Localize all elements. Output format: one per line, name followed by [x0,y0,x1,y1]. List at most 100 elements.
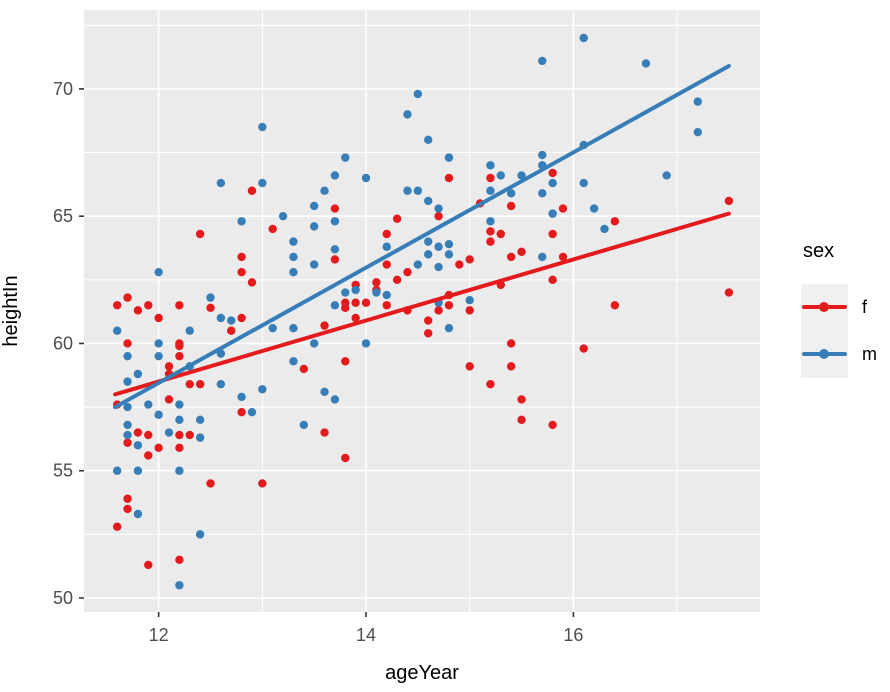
data-point-m [372,288,381,297]
data-point-m [434,242,443,251]
data-point-m [299,420,309,430]
data-point-m [123,430,132,440]
data-point-f [175,430,184,440]
data-point-f [548,168,557,178]
data-point-f [382,301,391,310]
data-point-m [600,224,609,234]
data-point-f [486,227,495,236]
data-point-m [486,186,495,195]
data-point-m [175,466,184,475]
data-point-f [517,415,526,425]
data-point-f [237,313,246,323]
data-point-f [558,204,568,213]
data-point-m [330,395,340,404]
data-point-f [144,301,153,310]
data-point-m [538,150,547,160]
data-point-f [434,306,443,315]
data-point-f [330,204,340,213]
data-point-m [330,301,340,310]
data-point-m [268,323,277,333]
legend-entry-m: m [801,331,877,378]
data-point-f [175,351,184,361]
data-point-f [465,306,474,315]
data-point-f [382,260,391,269]
data-point-f [444,173,454,183]
data-point-m [289,237,298,246]
data-point-m [164,428,174,437]
data-point-m [662,171,671,180]
legend-key-m [801,331,848,378]
data-point-f [496,229,505,239]
data-point-f [185,379,194,389]
data-point-f [351,313,360,323]
data-point-f [434,211,443,221]
y-tick-label: 70 [53,79,73,99]
panel-background [84,10,760,612]
data-point-m [413,89,423,99]
x-axis-title: ageYear [385,662,459,684]
data-point-m [413,186,423,195]
data-point-m [424,250,433,259]
data-point-f [123,293,132,302]
data-point-m [424,135,433,145]
data-point-m [195,530,205,539]
data-point-m [123,402,132,412]
data-point-m [382,242,391,251]
data-point-m [330,245,340,254]
data-point-m [195,415,205,425]
data-point-m [330,217,340,226]
data-point-m [123,351,132,361]
legend-label-m: m [862,344,877,364]
data-point-m [382,290,391,300]
data-point-f [372,278,381,287]
data-point-f [392,214,402,223]
y-tick-label: 55 [53,461,73,481]
data-point-f [112,522,122,531]
data-point-m [206,293,215,302]
legend-label-f: f [862,297,868,317]
data-point-f [506,201,516,211]
data-point-m [309,260,319,269]
data-point-m [175,581,184,590]
data-point-m [237,392,246,402]
data-point-m [506,189,516,198]
data-point-f [558,252,568,262]
data-point-m [424,196,433,206]
data-point-f [175,301,184,310]
data-point-m [185,326,194,335]
trend-line-m [113,64,731,410]
data-point-m [413,260,423,269]
data-point-m [123,377,132,386]
data-point-m [133,509,143,519]
data-point-m [154,267,163,277]
data-point-m [486,161,495,170]
data-point-f [320,428,329,437]
data-point-f [455,260,464,269]
data-point-f [206,479,215,488]
data-point-f [579,344,588,353]
data-point-f [175,341,184,351]
data-point-f [164,395,174,404]
data-point-f [330,255,340,264]
data-point-f [133,428,143,437]
axis-ticks [79,88,575,617]
data-point-m [330,171,340,180]
data-point-m [216,313,226,323]
data-point-m [247,407,257,417]
y-tick-label: 65 [53,206,73,226]
data-point-f [548,229,557,239]
data-point-m [341,153,350,162]
data-point-m [641,59,651,68]
data-point-m [403,186,412,195]
data-point-m [154,410,163,419]
data-point-f [724,196,734,206]
data-point-m [579,33,588,43]
data-point-m [589,204,599,213]
data-point-m [123,420,132,430]
data-point-m [434,204,443,213]
data-point-f [112,301,122,310]
data-point-m [144,400,153,409]
data-point-f [341,453,350,463]
data-point-m [351,285,360,295]
